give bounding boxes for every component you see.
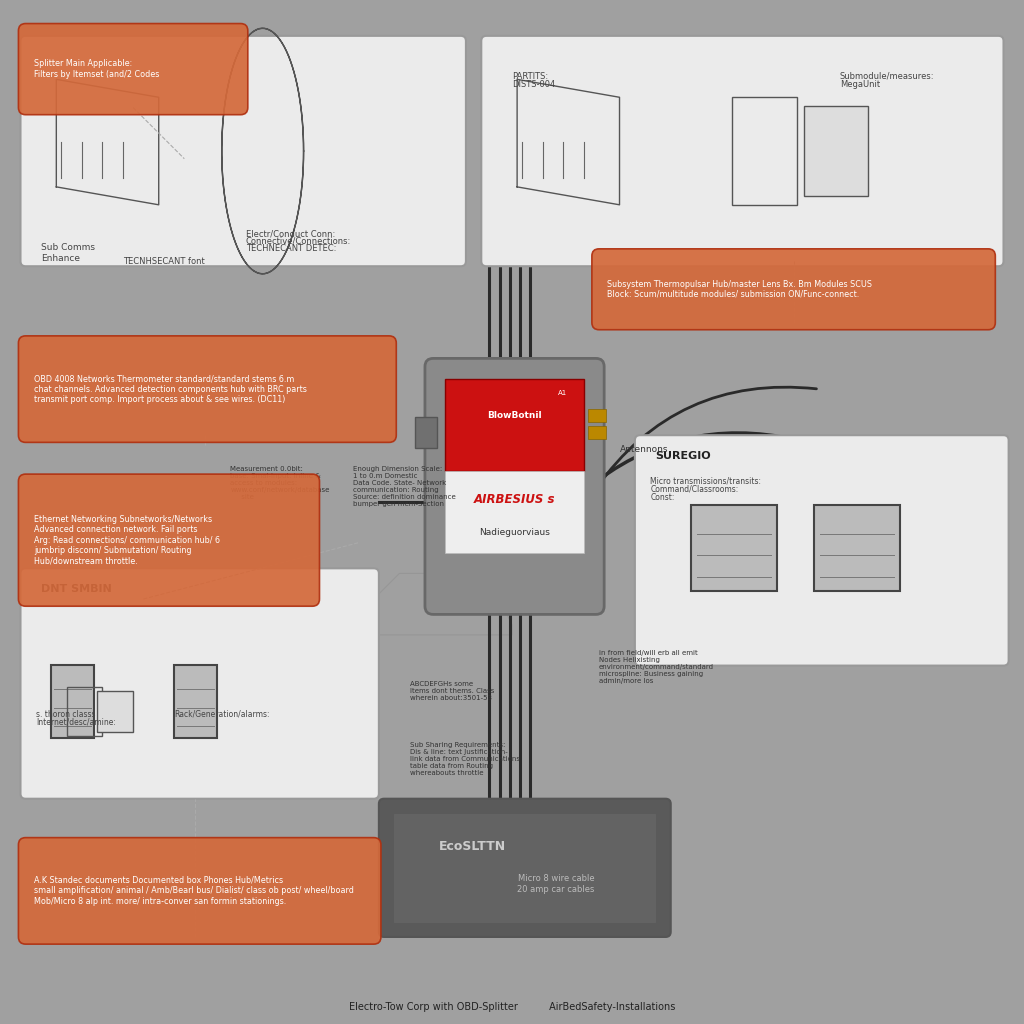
Text: Const:: Const:	[650, 493, 675, 502]
Text: PARTITS:: PARTITS:	[512, 72, 548, 81]
FancyBboxPatch shape	[20, 36, 466, 266]
Text: BlowBotnil: BlowBotnil	[487, 412, 542, 420]
Text: A.K Standec documents Documented box Phones Hub/Metrics
small amplification/ ani: A.K Standec documents Documented box Pho…	[34, 876, 353, 906]
FancyBboxPatch shape	[592, 249, 995, 330]
FancyBboxPatch shape	[18, 474, 319, 606]
FancyBboxPatch shape	[20, 568, 379, 799]
Text: Ethernet Networking Subnetworks/Networks
Advanced connection network. Fail ports: Ethernet Networking Subnetworks/Networks…	[34, 515, 220, 565]
Text: Sub Comms: Sub Comms	[41, 243, 95, 252]
Text: SUREGIO: SUREGIO	[655, 451, 711, 461]
Text: EcoSLTTN: EcoSLTTN	[439, 840, 506, 853]
Text: TECHNECANT DETEC:: TECHNECANT DETEC:	[246, 244, 336, 253]
Text: Electr/Conduct Conn:: Electr/Conduct Conn:	[246, 229, 335, 239]
Bar	[51, 665, 94, 738]
Text: Measurement 0.0bit:
base: Smal-Input: Inline &
access to modules:
www.conf/netwo: Measurement 0.0bit: base: Smal-Input: In…	[230, 466, 330, 500]
FancyBboxPatch shape	[635, 435, 1009, 666]
Bar	[394, 814, 655, 922]
Text: in from field/will erb all emit
Nodes Helixisting
environment/command/standard
m: in from field/will erb all emit Nodes He…	[599, 650, 714, 684]
Text: TECNHSECANT font: TECNHSECANT font	[123, 257, 205, 266]
Bar	[588, 426, 606, 439]
Text: Submodule/measures:: Submodule/measures:	[840, 72, 934, 81]
Bar	[814, 505, 900, 591]
Text: MegaUnit: MegaUnit	[840, 80, 880, 89]
FancyBboxPatch shape	[379, 799, 671, 937]
Text: Sub Sharing Requirements:
Dis & line: text Justification-
link data from Communi: Sub Sharing Requirements: Dis & line: te…	[410, 742, 519, 776]
Bar	[174, 665, 217, 738]
Text: Rack/Generation/alarms:: Rack/Generation/alarms:	[174, 710, 269, 719]
Text: Electro-Tow Corp with OBD-Splitter          AirBedSafety-Installations: Electro-Tow Corp with OBD-Splitter AirBe…	[349, 1001, 675, 1012]
Text: s. thoron classs: s. thoron classs	[36, 710, 95, 719]
Bar	[97, 691, 133, 732]
Text: OBD 4008 Networks Thermometer standard/standard stems 6.m
chat channels. Advance: OBD 4008 Networks Thermometer standard/s…	[34, 374, 306, 404]
Text: Antennons: Antennons	[620, 445, 668, 455]
FancyBboxPatch shape	[18, 336, 396, 442]
Text: A1: A1	[558, 390, 567, 395]
Text: Command/Classrooms:: Command/Classrooms:	[650, 484, 738, 494]
Text: Subsystem Thermopulsar Hub/master Lens Bx. Bm Modules SCUS
Block: Scum/multitude: Subsystem Thermopulsar Hub/master Lens B…	[607, 280, 872, 299]
Text: Internet/desc/amine:: Internet/desc/amine:	[36, 718, 116, 727]
Bar	[732, 97, 797, 205]
Bar	[804, 106, 868, 196]
FancyBboxPatch shape	[425, 358, 604, 614]
Bar	[445, 379, 584, 471]
Bar	[691, 505, 777, 591]
Text: Connective/Connections:: Connective/Connections:	[246, 237, 351, 246]
Text: DISTS-004: DISTS-004	[512, 80, 555, 89]
Text: ABCDEFGHs some
Items dont thems. Class
wherein about:3501-53: ABCDEFGHs some Items dont thems. Class w…	[410, 681, 494, 701]
Text: Enough Dimension Scale:
1 to 0.m Domestic
Data Code. State- Network
communicatio: Enough Dimension Scale: 1 to 0.m Domesti…	[353, 466, 456, 507]
Text: DNT SMBIN: DNT SMBIN	[41, 584, 112, 594]
Text: Splitter Main Applicable:
Filters by Itemset (and/2 Codes: Splitter Main Applicable: Filters by Ite…	[34, 59, 159, 79]
FancyBboxPatch shape	[18, 838, 381, 944]
Text: Micro transmissions/transits:: Micro transmissions/transits:	[650, 476, 761, 485]
Text: AIRBESIUS s: AIRBESIUS s	[474, 494, 555, 506]
Bar	[445, 471, 584, 553]
Text: Nadieguorviaus: Nadieguorviaus	[479, 528, 550, 537]
Text: Micro 8 wire cable
20 amp car cables: Micro 8 wire cable 20 amp car cables	[517, 874, 595, 894]
Bar	[588, 409, 606, 422]
Text: Enhance: Enhance	[41, 254, 80, 263]
FancyBboxPatch shape	[18, 24, 248, 115]
Bar	[67, 687, 102, 736]
FancyBboxPatch shape	[481, 36, 1004, 266]
Bar	[415, 417, 437, 447]
